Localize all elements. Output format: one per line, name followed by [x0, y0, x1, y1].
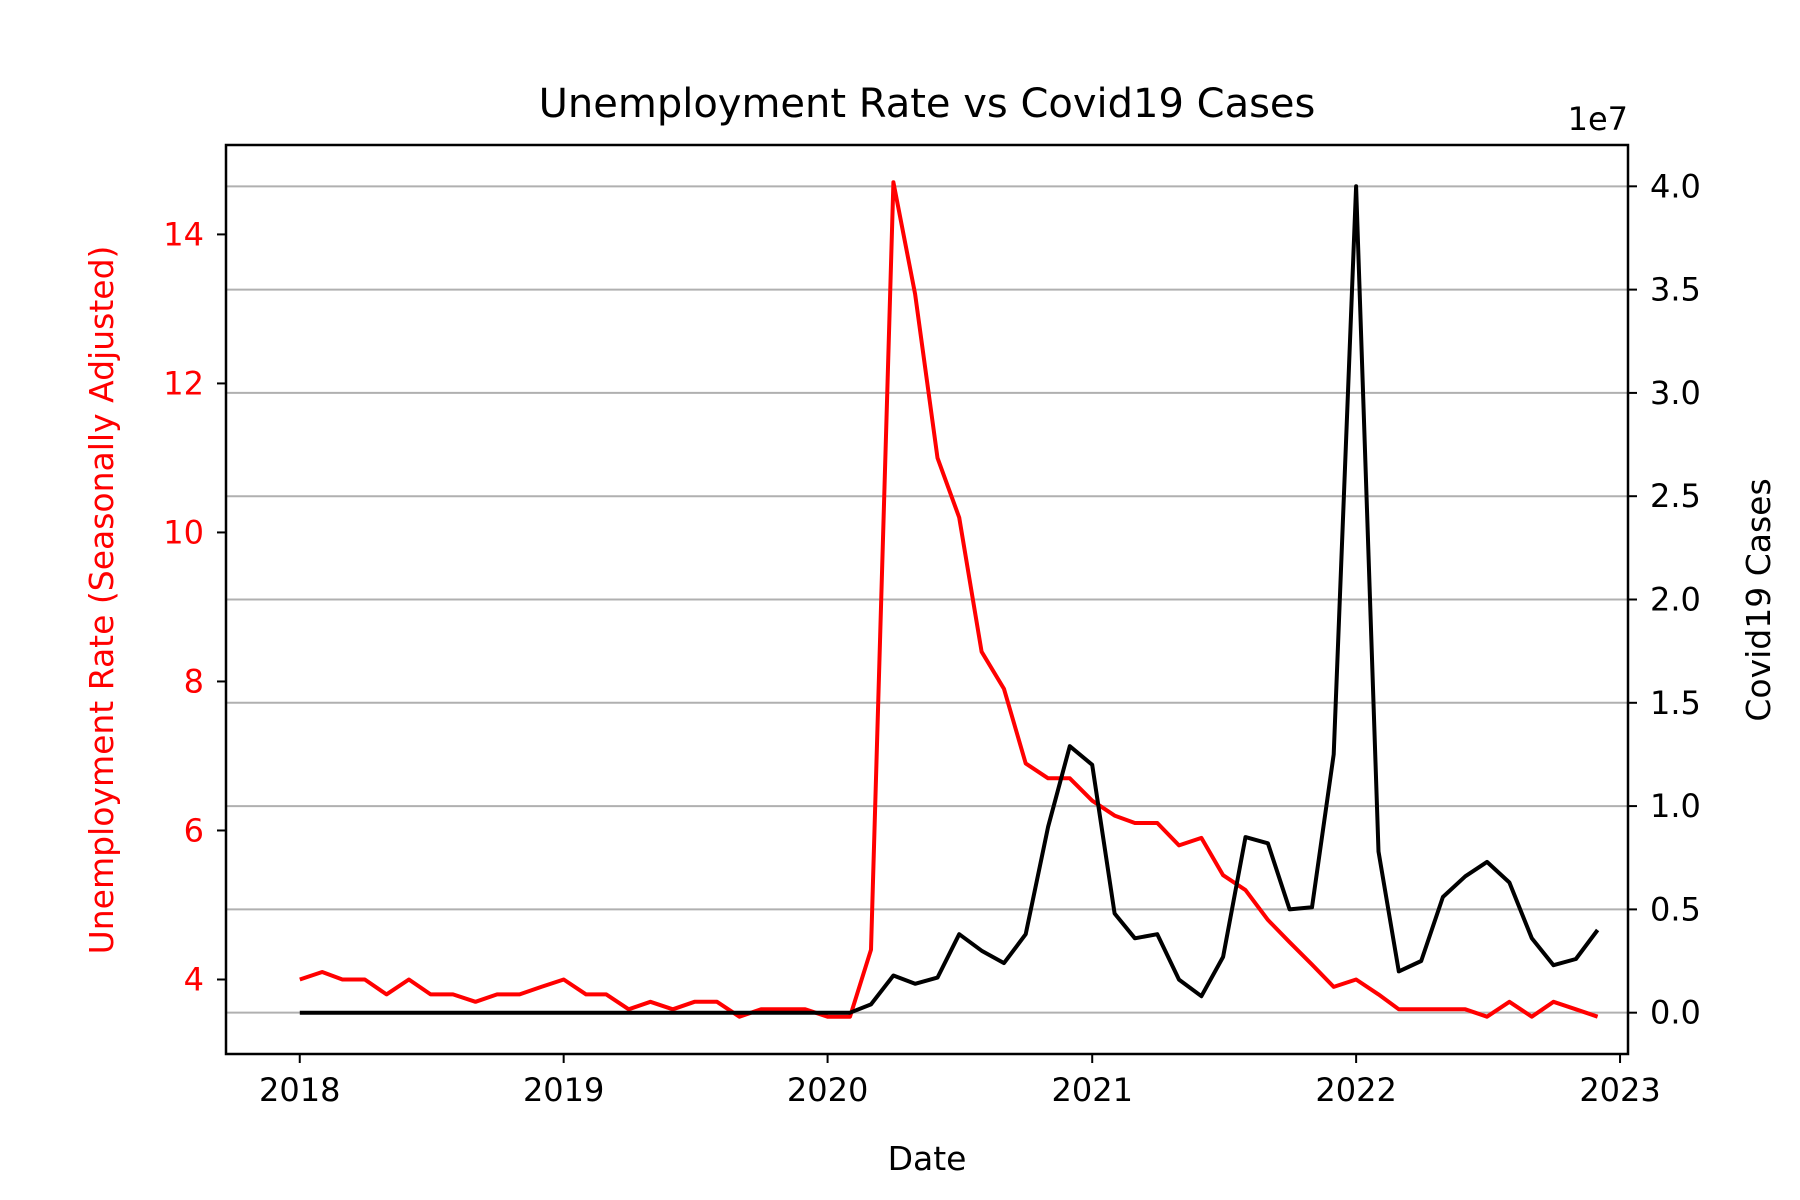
x-tick-label-2020: 2020 [787, 1071, 868, 1109]
y-right-tick-label-2.5: 2.5 [1650, 477, 1701, 515]
y-right-tick-label-2.0: 2.0 [1650, 581, 1701, 619]
x-axis-label: Date [888, 1139, 967, 1178]
unemployment-rate-line [299, 180, 1599, 1019]
y-right-tick-label-3.0: 3.0 [1650, 374, 1701, 412]
x-tick-label-2023: 2023 [1579, 1071, 1660, 1109]
y-left-tick-label-10: 10 [163, 513, 204, 551]
y-left-axis-label: Unemployment Rate (Seasonally Adjusted) [82, 246, 121, 955]
y-right-tick-label-3.5: 3.5 [1650, 271, 1701, 309]
y-right-axis-label: Covid19 Cases [1739, 478, 1778, 721]
y-left-tick-label-4: 4 [184, 960, 204, 998]
covid19-cases-line [299, 184, 1600, 1015]
y-right-axis-ticks: 0.0 0.5 1.0 1.5 2.0 2.5 3.0 3.5 4.0 [1628, 167, 1701, 1032]
y-left-tick-label-12: 12 [163, 364, 204, 402]
y-right-tick-label-1.5: 1.5 [1650, 684, 1701, 722]
y-right-tick-label-1.0: 1.0 [1650, 787, 1701, 825]
x-axis-ticks: 2018 2019 2020 2021 2022 2023 [259, 1054, 1661, 1109]
x-tick-label-2018: 2018 [259, 1071, 340, 1109]
y-right-tick-label-0.5: 0.5 [1650, 890, 1701, 928]
y-left-tick-label-14: 14 [163, 215, 204, 253]
y-left-axis-ticks: 4 6 8 10 12 14 [163, 215, 226, 998]
chart-title: Unemployment Rate vs Covid19 Cases [539, 81, 1316, 127]
x-tick-label-2019: 2019 [523, 1071, 604, 1109]
y-right-tick-label-4.0: 4.0 [1650, 167, 1701, 205]
y-left-tick-label-6: 6 [184, 811, 204, 849]
x-tick-label-2021: 2021 [1051, 1071, 1132, 1109]
series-lines [299, 180, 1600, 1019]
y-right-offset-label: 1e7 [1568, 100, 1628, 138]
x-tick-label-2022: 2022 [1315, 1071, 1396, 1109]
y-right-tick-label-0.0: 0.0 [1650, 994, 1701, 1032]
y-left-tick-label-8: 8 [184, 662, 204, 700]
